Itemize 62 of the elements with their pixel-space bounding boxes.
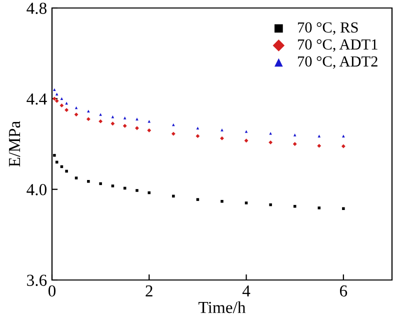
x-axis-title: Time/h — [198, 301, 246, 314]
point — [74, 176, 78, 180]
point — [244, 138, 248, 143]
point — [318, 206, 321, 210]
point — [269, 203, 272, 206]
x-tick-label: 0 — [48, 285, 56, 297]
point — [55, 160, 58, 164]
point — [60, 104, 64, 108]
point — [244, 130, 248, 133]
point — [342, 207, 345, 210]
point — [74, 112, 78, 116]
point — [65, 170, 68, 173]
point — [317, 144, 322, 148]
y-tick-label: 3.6 — [27, 274, 47, 286]
x-tick-label: 6 — [340, 285, 348, 297]
point — [268, 140, 273, 144]
point — [148, 120, 151, 123]
point — [196, 134, 200, 138]
point — [64, 108, 69, 112]
point — [196, 198, 200, 201]
point — [341, 144, 346, 148]
legend-label: 70 °C, ADT2 — [298, 56, 378, 69]
point — [292, 142, 297, 146]
point — [60, 97, 64, 100]
point — [135, 126, 139, 130]
y-axis-title: E/MPa — [8, 121, 20, 167]
point — [171, 132, 176, 136]
legend-label: 70 °C, RS — [298, 22, 358, 35]
y-tick-label: 4.0 — [26, 184, 47, 196]
point — [172, 123, 175, 126]
point — [55, 92, 58, 96]
point — [98, 119, 103, 124]
point — [87, 110, 90, 113]
point — [110, 122, 115, 126]
point — [86, 117, 90, 122]
point — [53, 154, 56, 157]
y-tick-label: 4.4 — [26, 93, 47, 105]
point — [244, 202, 248, 204]
point — [123, 116, 126, 120]
point — [136, 189, 138, 192]
point — [111, 184, 114, 188]
point — [54, 98, 59, 103]
point — [53, 88, 56, 91]
point — [99, 182, 102, 186]
point — [318, 134, 321, 138]
y-tick-label: 4.8 — [26, 2, 47, 14]
point — [172, 194, 175, 198]
x-tick-label: 4 — [242, 285, 250, 296]
point — [122, 124, 127, 128]
point — [342, 134, 345, 138]
point — [99, 113, 102, 116]
x-tick-label: 2 — [146, 285, 152, 296]
point — [220, 200, 224, 203]
point — [87, 180, 90, 183]
point — [220, 136, 224, 140]
legend-label: 70 °C, ADT1 — [298, 39, 378, 52]
point — [136, 118, 138, 120]
point — [147, 128, 152, 132]
point — [220, 128, 224, 132]
point — [65, 102, 68, 105]
point — [293, 134, 296, 136]
point — [196, 126, 200, 130]
